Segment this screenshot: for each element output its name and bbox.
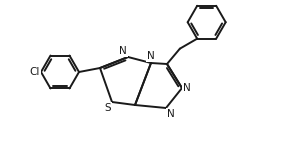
Text: S: S (104, 103, 111, 113)
Text: N: N (147, 51, 155, 61)
Text: Cl: Cl (30, 67, 40, 77)
Text: N: N (119, 46, 127, 56)
Text: N: N (167, 109, 175, 119)
Text: N: N (183, 83, 191, 93)
